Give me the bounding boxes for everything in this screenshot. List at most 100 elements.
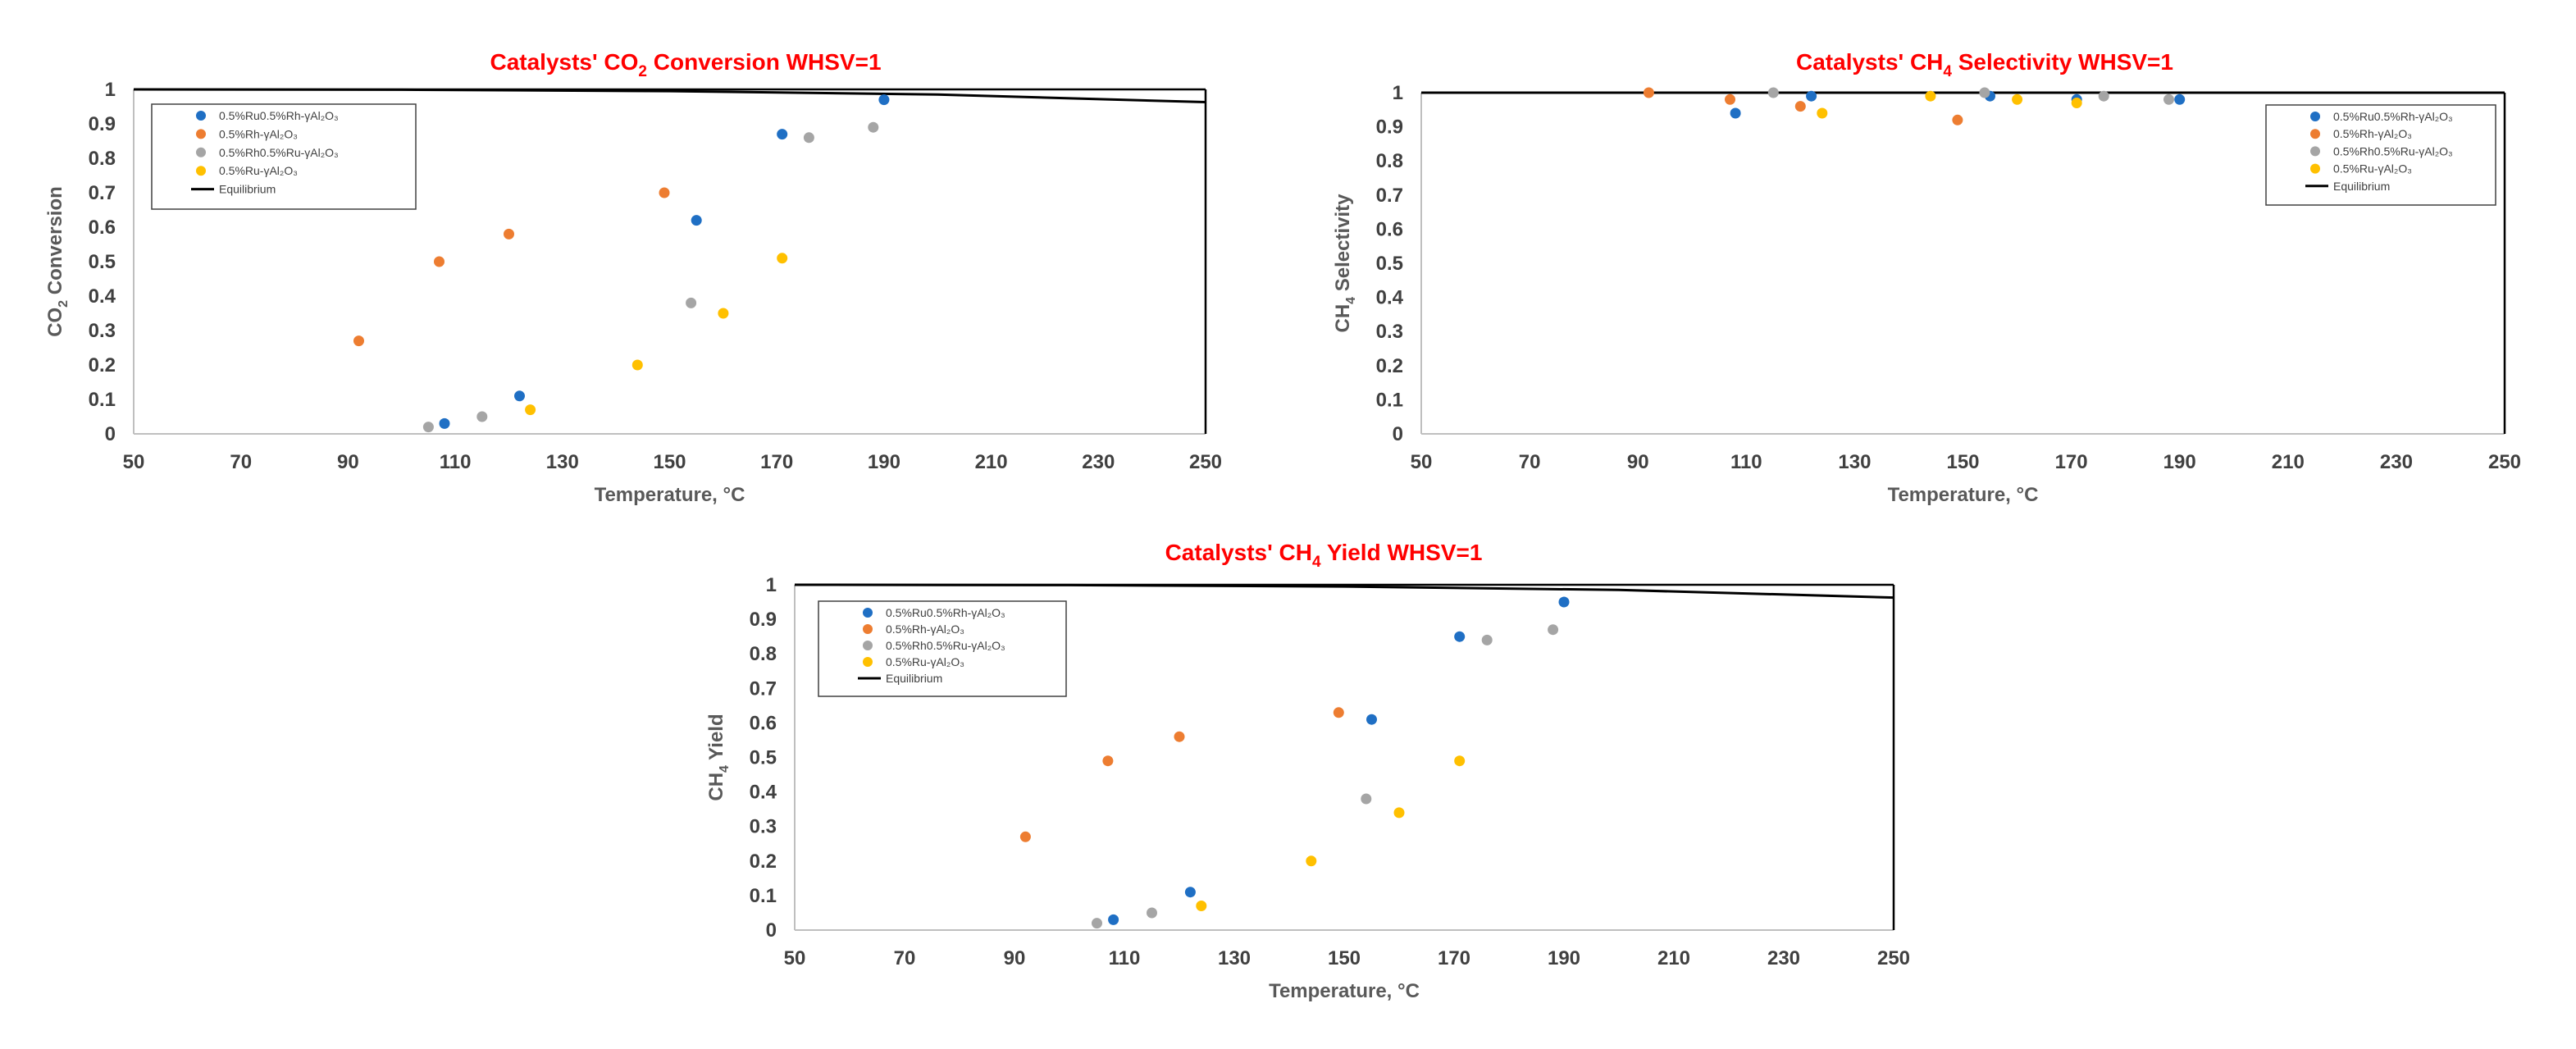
x-tick-label: 190 — [868, 451, 900, 473]
x-tick-label: 170 — [760, 451, 793, 473]
legend-label: Equilibrium — [886, 672, 942, 685]
legend-box — [2265, 104, 2496, 206]
x-tick-label: 150 — [1328, 947, 1361, 969]
data-point-series-3 — [1979, 87, 1990, 98]
data-point-series-3 — [1548, 624, 1559, 636]
x-tick-label: 210 — [1657, 947, 1690, 969]
y-tick-label: 0.5 — [1376, 253, 1403, 275]
x-tick-label: 230 — [1082, 451, 1115, 473]
x-tick-label: 150 — [653, 451, 686, 473]
y-tick-label: 0.9 — [1376, 116, 1403, 139]
legend-marker-series-1 — [2310, 112, 2320, 121]
y-tick-label: 0.7 — [750, 677, 777, 700]
legend-marker-series-1 — [196, 111, 206, 121]
y-tick-label: 0.8 — [89, 148, 116, 170]
data-point-series-1 — [439, 417, 450, 429]
data-point-series-4 — [2071, 98, 2082, 108]
data-point-series-2 — [353, 335, 364, 347]
y-tick-label: 1 — [766, 574, 777, 596]
data-point-series-1 — [1108, 914, 1119, 925]
legend-label: 0.5%Ru-γAl₂O₃ — [886, 655, 964, 668]
data-point-series-3 — [1361, 793, 1372, 805]
co2-conversion-title: Catalysts' CO2 Conversion WHSV=1 — [490, 49, 881, 80]
data-point-series-1 — [878, 94, 890, 106]
ch4-yield-title: Catalysts' CH4 Yield WHSV=1 — [1165, 540, 1483, 571]
y-tick-label: 0.8 — [750, 643, 777, 665]
legend-marker-series-3 — [196, 147, 206, 157]
legend-label: 0.5%Rh0.5%Ru-γAl₂O₃ — [219, 146, 339, 159]
legend-label: 0.5%Ru-γAl₂O₃ — [219, 164, 298, 177]
co2-conversion-chart: Catalysts' CO2 Conversion WHSV=1 0 0.1 0.2 0… — [44, 49, 1222, 506]
x-tick-label: 250 — [1189, 451, 1222, 473]
x-tick-label: 110 — [1109, 947, 1141, 969]
legend-marker-series-4 — [863, 657, 873, 667]
ch4-selectivity-y-axis-title: CH4 Selectivity — [1332, 194, 1358, 333]
title-text-end: Yield WHSV=1 — [1321, 540, 1483, 565]
y-tick-label: 1 — [105, 79, 116, 101]
x-tick-label: 70 — [1519, 451, 1541, 473]
title-text: Catalysts' CH — [1796, 49, 1943, 75]
y-tick-label: 0.2 — [1376, 355, 1403, 377]
data-point-series-2 — [1643, 87, 1654, 98]
legend-marker-series-2 — [2310, 129, 2320, 139]
y-tick-label: 0.6 — [89, 217, 116, 239]
x-tick-label: 210 — [2272, 451, 2305, 473]
data-point-series-2 — [659, 187, 670, 198]
title-text-end: Conversion WHSV=1 — [647, 49, 882, 75]
legend-label: 0.5%Ru-γAl₂O₃ — [2333, 162, 2412, 176]
x-tick-label: 250 — [1877, 947, 1910, 969]
y-tick-label: 0.3 — [750, 816, 777, 838]
legend-marker-series-2 — [863, 624, 873, 634]
data-point-series-4 — [1393, 807, 1405, 819]
legend-label: 0.5%Ru0.5%Rh-γAl₂O₃ — [2333, 110, 2453, 123]
ch4-yield-x-axis-title: Temperature, °C — [1269, 980, 1420, 1002]
data-point-series-1 — [691, 215, 702, 226]
legend-label: Equilibrium — [219, 183, 276, 196]
y-tick-label: 0.4 — [1376, 287, 1404, 309]
data-point-series-2 — [1019, 831, 1031, 842]
data-point-series-3 — [686, 297, 697, 308]
y-tick-label: 0.3 — [1376, 321, 1403, 343]
x-tick-label: 50 — [123, 451, 145, 473]
legend-marker-series-2 — [196, 129, 206, 139]
data-point-series-1 — [1558, 596, 1570, 608]
title-subscript: 4 — [1943, 63, 1952, 80]
x-tick-label: 110 — [440, 451, 472, 473]
legend-label: Equilibrium — [2333, 180, 2390, 193]
data-point-series-4 — [777, 253, 788, 264]
data-point-series-4 — [1306, 855, 1317, 867]
ch4-yield-y-axis-title: CH4 Yield — [705, 714, 732, 800]
data-point-series-2 — [1725, 93, 1735, 105]
equilibrium-line — [794, 583, 1894, 600]
y-tick-label: 0 — [766, 919, 777, 942]
y-tick-label: 0.8 — [1376, 150, 1403, 172]
legend-marker-series-4 — [196, 166, 206, 176]
data-point-series-2 — [1174, 731, 1185, 742]
data-point-series-1 — [1730, 107, 1741, 119]
data-point-series-1 — [2174, 93, 2186, 105]
title-text: Catalysts' CO — [490, 49, 638, 75]
title-text-end: Selectivity WHSV=1 — [1952, 49, 2173, 75]
ch4-selectivity-legend: 0.5%Ru0.5%Rh-γAl₂O₃ 0.5%Rh-γAl₂O₃ 0.5%Rh0.… — [2265, 104, 2496, 206]
y-tick-label: 0.4 — [89, 285, 116, 308]
data-point-series-3 — [476, 411, 488, 422]
title-text: Catalysts' CH — [1165, 540, 1312, 565]
legend-label: 0.5%Rh0.5%Ru-γAl₂O₃ — [2333, 144, 2453, 157]
x-tick-label: 250 — [2488, 451, 2521, 473]
x-tick-label: 130 — [1838, 451, 1871, 473]
y-tick-label: 0.9 — [89, 113, 116, 135]
data-point-series-4 — [631, 359, 643, 371]
legend-label: 0.5%Rh-γAl₂O₃ — [219, 127, 298, 140]
data-point-series-2 — [504, 228, 514, 239]
legend-label: 0.5%Rh-γAl₂O₃ — [886, 623, 964, 636]
x-tick-label: 230 — [2380, 451, 2413, 473]
legend-box — [818, 600, 1067, 697]
data-point-series-3 — [1481, 634, 1493, 645]
equilibrium-line — [133, 88, 1206, 103]
title-subscript: 4 — [1312, 554, 1321, 571]
data-point-series-3 — [422, 422, 434, 433]
data-point-series-4 — [1925, 90, 1936, 102]
y-tick-label: 0.6 — [1376, 218, 1403, 240]
data-point-series-1 — [1454, 631, 1466, 642]
